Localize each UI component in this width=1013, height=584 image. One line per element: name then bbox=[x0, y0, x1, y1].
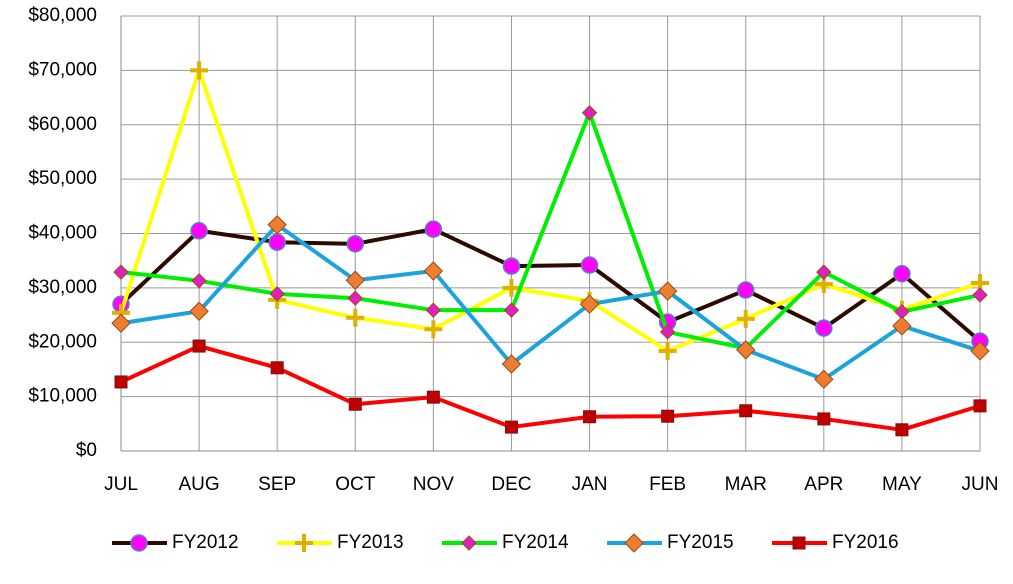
marker bbox=[893, 264, 911, 283]
marker bbox=[736, 340, 756, 360]
marker bbox=[972, 287, 988, 303]
marker bbox=[581, 105, 598, 121]
legend-label: FY2016 bbox=[832, 532, 899, 553]
marker bbox=[423, 261, 444, 281]
y-tick-label: $40,000 bbox=[28, 223, 97, 244]
legend-label: FY2013 bbox=[337, 532, 404, 553]
x-tick-label: DEC bbox=[491, 474, 531, 495]
marker bbox=[892, 316, 912, 336]
y-tick-label: $30,000 bbox=[28, 277, 97, 298]
y-tick-label: $50,000 bbox=[28, 168, 97, 189]
marker bbox=[503, 302, 520, 318]
marker bbox=[191, 273, 207, 289]
legend-label: FY2012 bbox=[172, 532, 239, 553]
marker bbox=[502, 257, 521, 275]
x-tick-label: AUG bbox=[178, 474, 219, 495]
x-tick-label: MAY bbox=[882, 474, 922, 495]
marker bbox=[192, 339, 206, 353]
marker bbox=[736, 281, 755, 299]
marker bbox=[504, 420, 518, 434]
marker bbox=[624, 533, 644, 553]
marker bbox=[814, 369, 834, 389]
series-line bbox=[119, 68, 981, 353]
marker bbox=[426, 390, 440, 404]
marker bbox=[973, 399, 987, 413]
marker bbox=[267, 215, 287, 235]
marker bbox=[501, 354, 522, 374]
x-tick-label: OCT bbox=[335, 474, 376, 495]
x-tick-label: MAR bbox=[725, 474, 767, 495]
x-tick-label: NOV bbox=[413, 474, 455, 495]
marker bbox=[661, 409, 675, 423]
marker bbox=[739, 404, 753, 418]
marker bbox=[189, 301, 209, 321]
marker bbox=[113, 264, 129, 280]
marker bbox=[736, 309, 755, 328]
marker bbox=[425, 302, 442, 318]
marker bbox=[461, 535, 477, 551]
marker bbox=[269, 286, 285, 302]
marker bbox=[579, 294, 600, 314]
y-tick-label: $60,000 bbox=[28, 114, 97, 135]
marker bbox=[658, 341, 677, 360]
marker bbox=[111, 313, 131, 333]
marker bbox=[190, 222, 208, 240]
x-tick-label: JUL bbox=[104, 474, 138, 495]
legend-label: FY2014 bbox=[502, 532, 569, 553]
marker bbox=[114, 375, 128, 389]
marker bbox=[130, 534, 148, 552]
marker bbox=[190, 61, 209, 80]
marker bbox=[346, 235, 365, 253]
marker bbox=[970, 341, 990, 361]
marker bbox=[346, 308, 365, 327]
marker bbox=[817, 412, 831, 426]
x-tick-label: JUN bbox=[962, 474, 999, 495]
marker bbox=[792, 536, 806, 550]
marker bbox=[895, 423, 909, 437]
x-tick-label: FEB bbox=[649, 474, 686, 495]
marker bbox=[657, 281, 678, 301]
marker bbox=[424, 320, 443, 339]
y-tick-label: $80,000 bbox=[28, 5, 97, 26]
x-tick-label: SEP bbox=[258, 474, 296, 495]
y-tick-label: $20,000 bbox=[28, 331, 97, 352]
marker bbox=[270, 361, 284, 375]
marker bbox=[583, 410, 597, 424]
y-tick-label: $10,000 bbox=[28, 386, 97, 407]
marker bbox=[580, 256, 599, 274]
marker bbox=[345, 270, 365, 290]
series-line bbox=[120, 344, 981, 432]
marker bbox=[348, 397, 362, 411]
marker bbox=[816, 264, 832, 280]
marker bbox=[659, 324, 676, 340]
series-line bbox=[120, 110, 981, 351]
x-tick-label: APR bbox=[804, 474, 843, 495]
marker bbox=[347, 290, 363, 306]
y-tick-label: $70,000 bbox=[28, 59, 97, 80]
marker bbox=[502, 278, 521, 297]
series-line bbox=[120, 222, 981, 382]
marker bbox=[268, 233, 286, 251]
marker bbox=[295, 534, 313, 552]
x-tick-label: JAN bbox=[572, 474, 608, 495]
y-tick-label: $0 bbox=[76, 440, 97, 461]
marker bbox=[424, 220, 443, 238]
legend-label: FY2015 bbox=[667, 532, 734, 553]
marker bbox=[815, 319, 833, 337]
